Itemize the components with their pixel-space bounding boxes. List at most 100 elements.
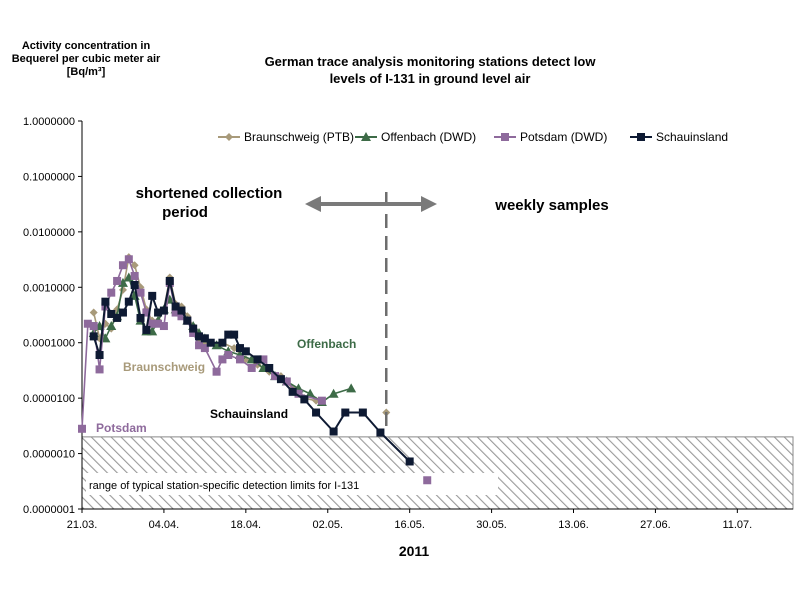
y-tick-label: 0.1000000 bbox=[23, 171, 75, 183]
data-point bbox=[247, 363, 256, 372]
y-tick-label: 0.0010000 bbox=[23, 282, 75, 294]
x-axis-title: 2011 bbox=[399, 543, 430, 559]
data-point bbox=[124, 255, 133, 264]
y-tick-label: 0.0000100 bbox=[23, 393, 75, 405]
data-point bbox=[78, 424, 86, 433]
y-tick-label: 0.0001000 bbox=[23, 338, 75, 350]
data-point bbox=[294, 389, 303, 398]
legend-entry: Schauinsland bbox=[630, 130, 728, 144]
data-point bbox=[136, 288, 145, 297]
shortened-period-label-1: shortened collection bbox=[136, 185, 283, 202]
data-point bbox=[300, 395, 309, 404]
data-point bbox=[265, 363, 274, 372]
x-tick-label: 11.07. bbox=[722, 519, 752, 531]
data-point bbox=[189, 324, 198, 333]
shortened-period-label-2: period bbox=[162, 204, 208, 221]
data-point bbox=[148, 319, 157, 328]
x-tick-label: 02.05. bbox=[312, 519, 343, 531]
data-point bbox=[95, 351, 104, 360]
chart-title: German trace analysis monitoring station… bbox=[210, 53, 650, 87]
chart-title-line-2: levels of I-131 in ground level air bbox=[329, 71, 531, 86]
series-schauinsland bbox=[89, 276, 414, 466]
data-point bbox=[118, 308, 127, 317]
data-point bbox=[171, 302, 180, 311]
data-point bbox=[225, 133, 233, 141]
data-point bbox=[154, 319, 163, 328]
data-point bbox=[501, 133, 509, 141]
data-point bbox=[218, 355, 227, 364]
data-point bbox=[159, 322, 168, 331]
data-point bbox=[177, 306, 186, 315]
data-point bbox=[329, 427, 338, 436]
data-point bbox=[83, 319, 92, 328]
y-tick-label: 1.0000000 bbox=[23, 116, 75, 128]
data-point bbox=[89, 308, 98, 317]
data-point bbox=[224, 330, 233, 339]
x-tick-label: 27.06. bbox=[640, 519, 671, 531]
data-point bbox=[113, 276, 122, 285]
y-tick-label: 0.0000010 bbox=[23, 449, 75, 461]
legend-entry: Offenbach (DWD) bbox=[355, 130, 476, 144]
data-point bbox=[183, 316, 192, 325]
y-tick-label: 0.0000001 bbox=[23, 504, 75, 516]
y-axis-title-line-3: [Bq/m³] bbox=[66, 66, 106, 78]
data-point bbox=[276, 375, 285, 384]
data-point bbox=[118, 261, 127, 270]
data-point bbox=[212, 367, 221, 376]
schauinsland-label: Schauinsland bbox=[210, 407, 288, 421]
data-point bbox=[241, 347, 250, 356]
data-point bbox=[195, 341, 204, 350]
y-axis-title-line-1: Activity concentration in bbox=[21, 40, 151, 52]
data-point bbox=[312, 408, 321, 417]
data-point bbox=[107, 288, 116, 297]
data-point bbox=[159, 306, 168, 315]
detection-label-bg bbox=[86, 473, 498, 495]
data-point bbox=[124, 297, 133, 306]
x-tick-label: 04.04. bbox=[149, 519, 180, 531]
detection-limit-label: range of typical station-specific detect… bbox=[89, 480, 359, 492]
data-point bbox=[405, 457, 414, 466]
data-point bbox=[95, 365, 104, 374]
data-point bbox=[235, 344, 244, 353]
data-point bbox=[235, 355, 244, 364]
data-point bbox=[189, 328, 198, 337]
data-point bbox=[346, 383, 357, 393]
data-point bbox=[177, 312, 186, 321]
data-point bbox=[195, 332, 204, 341]
data-point bbox=[107, 309, 116, 318]
data-point bbox=[130, 271, 139, 280]
data-point bbox=[89, 322, 98, 331]
data-point bbox=[113, 313, 122, 322]
data-point bbox=[224, 351, 233, 360]
legend-label: Offenbach (DWD) bbox=[381, 130, 476, 144]
data-point bbox=[154, 308, 163, 317]
data-point bbox=[328, 388, 339, 398]
data-point bbox=[200, 334, 209, 343]
y-axis-title: Activity concentration in Bequerel per c… bbox=[0, 40, 172, 79]
legend-label: Potsdam (DWD) bbox=[520, 130, 607, 144]
data-point bbox=[361, 132, 371, 141]
braunschweig-label: Braunschweig bbox=[123, 360, 205, 374]
legend-entry: Potsdam (DWD) bbox=[494, 130, 607, 144]
period-arrow-right-head bbox=[421, 196, 437, 212]
data-point bbox=[317, 396, 326, 405]
data-point bbox=[288, 387, 297, 396]
data-point bbox=[171, 308, 180, 317]
data-point bbox=[423, 476, 432, 485]
data-point bbox=[230, 330, 239, 339]
legend-entry: Braunschweig (PTB) bbox=[218, 130, 354, 144]
data-point bbox=[130, 280, 139, 289]
potsdam-label: Potsdam bbox=[96, 421, 147, 435]
y-axis-title-line-2: Bequerel per cubic meter air bbox=[11, 53, 161, 65]
data-point bbox=[358, 408, 367, 417]
y-tick-label: 0.0100000 bbox=[23, 227, 75, 239]
data-point bbox=[165, 276, 174, 285]
data-point bbox=[136, 313, 145, 322]
detection-limit-band bbox=[81, 436, 794, 510]
data-point bbox=[253, 355, 262, 364]
legend-label: Braunschweig (PTB) bbox=[244, 130, 354, 144]
period-arrow-left-head bbox=[305, 196, 321, 212]
data-point bbox=[637, 133, 645, 141]
data-point bbox=[218, 338, 227, 347]
